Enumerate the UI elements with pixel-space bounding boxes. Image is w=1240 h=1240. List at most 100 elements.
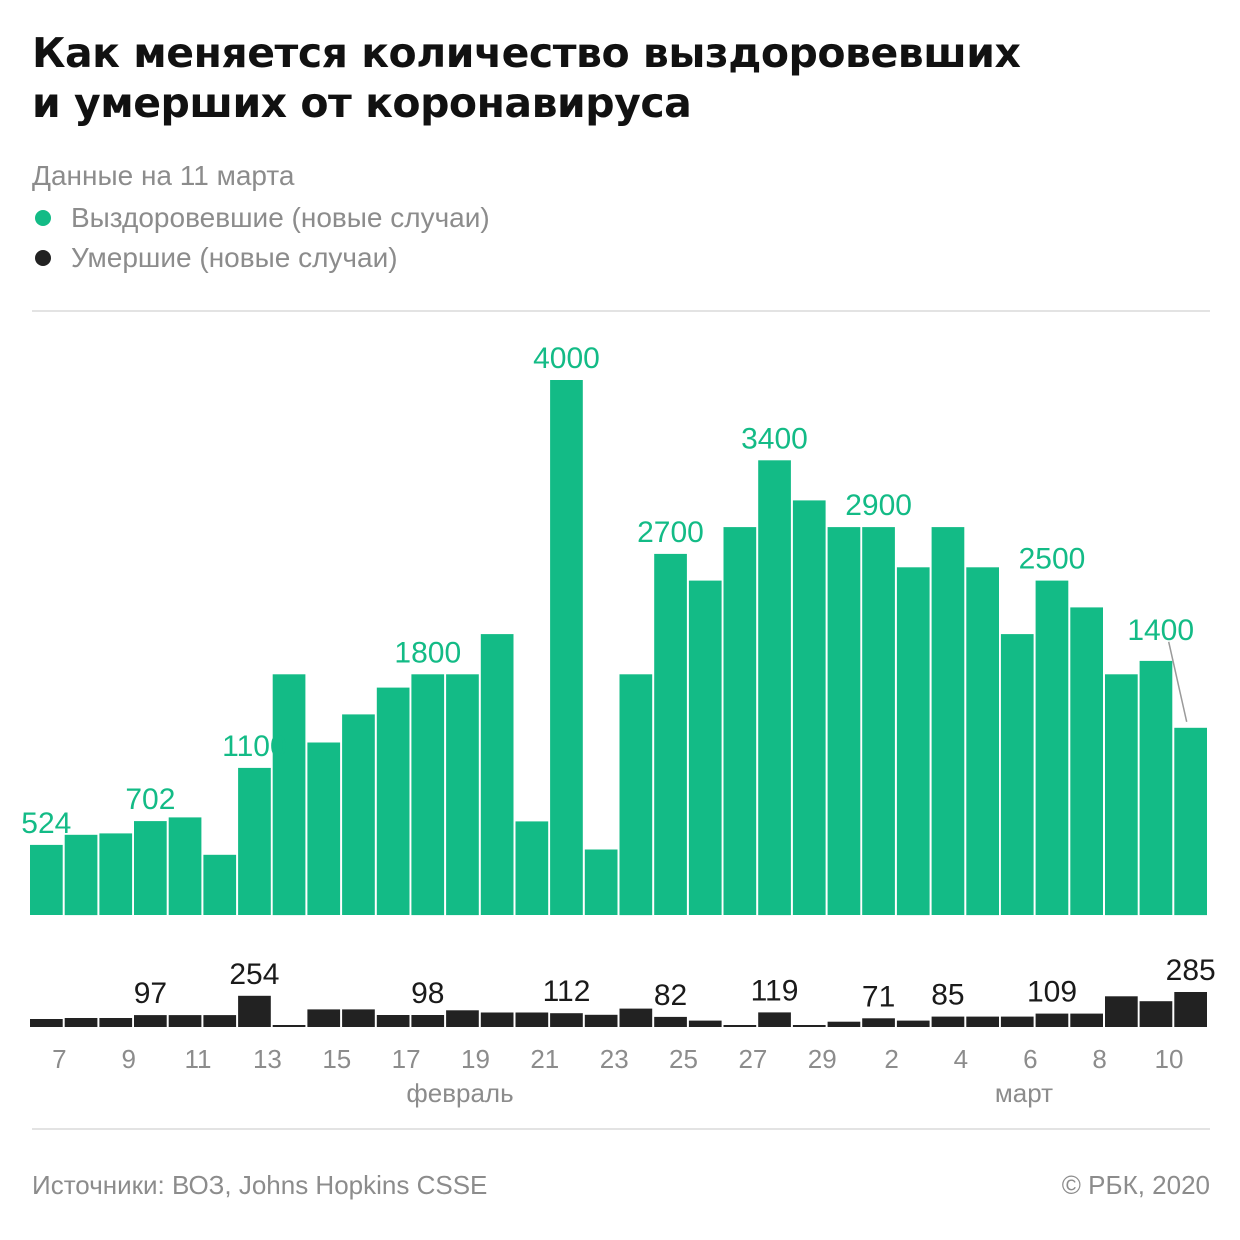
deaths-bar [896,1020,930,1027]
recovered-value-label: 1100 [222,730,287,763]
deaths-value-label: 82 [654,979,687,1012]
recovered-bar [411,674,445,916]
recovered-bar [1035,580,1069,915]
deaths-value-label: 109 [1027,976,1077,1009]
recovered-bar [550,380,583,915]
legend: Выздоровевшие (новые случаи) Умершие (но… [32,198,490,278]
deaths-bar [1035,1013,1069,1027]
source-note: Источники: ВОЗ, Johns Hopkins CSSE [32,1170,488,1200]
recovered-value-label: 2700 [637,516,704,549]
x-axis-month-label: март [995,1078,1053,1108]
legend-item-deaths: Умершие (новые случаи) [32,238,490,278]
recovered-value-label: 3400 [741,422,808,455]
deaths-bar [238,995,271,1027]
deaths-bar [931,1016,965,1027]
deaths-bar [1139,1001,1173,1027]
deaths-bar [862,1018,895,1027]
recovered-bar [862,527,895,915]
x-axis-tick-label: 11 [185,1044,212,1074]
deaths-bar [827,1021,861,1027]
x-axis-tick-label: 21 [530,1044,559,1074]
chart-title-line-1: Как меняется количество выздоровевших [32,29,1021,77]
deaths-bar [446,1010,479,1027]
x-axis-tick-label: 10 [1155,1044,1184,1074]
recovered-bar [1070,607,1103,915]
deaths-bar [64,1018,98,1027]
deaths-bar [723,1025,757,1027]
recovered-bar [342,714,375,915]
recovered-bar [792,500,826,915]
recovered-bar [168,817,202,915]
deaths-bar [1105,996,1138,1027]
legend-item-recovered: Выздоровевшие (новые случаи) [32,198,490,238]
x-axis-tick-label: 17 [392,1044,421,1074]
x-axis-tick-label: 6 [1023,1044,1037,1074]
deaths-value-label: 85 [931,979,964,1012]
x-axis-month-label: февраль [406,1078,513,1108]
x-axis-tick-label: 27 [738,1044,767,1074]
deaths-bar [550,1013,583,1027]
deaths-bar [272,1025,306,1027]
deaths-bar [584,1014,618,1027]
legend-dot-deaths-icon [35,250,51,266]
recovered-bar [480,634,514,915]
x-axis-tick-label: 15 [322,1044,351,1074]
bar-chart: 5247021100180040002700340029002500140097… [21,342,1216,1108]
recovered-bar [134,821,167,915]
recovered-value-label: 524 [21,807,71,840]
deaths-bar [307,1009,341,1027]
recovered-bar [64,834,98,916]
deaths-value-label: 112 [543,975,591,1008]
recovered-bar [688,580,722,915]
recovered-value-label: 4000 [533,342,600,375]
deaths-bar [792,1025,826,1027]
x-axis-tick-label: 4 [954,1044,968,1074]
recovered-bar [654,553,687,915]
deaths-bar [480,1012,514,1027]
recovered-value-label: 1800 [394,636,461,669]
recovered-bar [307,742,341,915]
recovered-bar [584,849,618,915]
deaths-value-label: 97 [134,977,167,1010]
deaths-bar [1070,1013,1103,1027]
recovered-bar [515,821,549,915]
recovered-bar [203,854,237,915]
recovered-bar [99,833,133,915]
chart-title: Как меняется количество выздоровевших и … [32,28,1212,128]
x-axis-tick-label: 23 [600,1044,629,1074]
legend-dot-recovered-icon [35,210,51,226]
deaths-bar [619,1008,653,1027]
label-leader-line [1167,641,1188,722]
chart-title-line-2: и умерших от коронавируса [32,79,692,127]
deaths-value-label: 119 [751,974,799,1007]
recovered-bar [272,674,306,916]
deaths-bar [203,1015,237,1027]
deaths-bar [411,1015,445,1027]
recovered-bar [446,674,479,916]
recovered-value-label: 2900 [845,489,912,522]
bottom-divider [32,1128,1210,1130]
recovered-value-label: 702 [125,783,175,816]
deaths-value-label: 285 [1166,954,1216,987]
recovered-bar [30,844,63,915]
recovered-bar [827,527,861,915]
top-divider [32,310,1210,312]
deaths-bar [1174,992,1207,1027]
recovered-bar [1174,727,1207,916]
recovered-bar [1105,674,1138,916]
copyright: © РБК, 2020 [1061,1170,1210,1200]
deaths-value-label: 98 [411,977,444,1010]
deaths-bar [134,1015,167,1027]
recovered-bar [238,767,271,915]
deaths-bar [966,1016,999,1027]
legend-label-deaths: Умершие (новые случаи) [71,242,398,273]
recovered-bar [1000,634,1034,915]
deaths-bar [1000,1016,1034,1027]
deaths-bar [688,1020,722,1027]
recovered-value-label: 2500 [1019,543,1086,576]
deaths-value-label: 254 [229,958,279,991]
x-axis-tick-label: 7 [52,1044,66,1074]
chart-subtitle: Данные на 11 марта [32,160,295,191]
recovered-bar [966,567,999,916]
x-axis-tick-label: 19 [461,1044,490,1074]
